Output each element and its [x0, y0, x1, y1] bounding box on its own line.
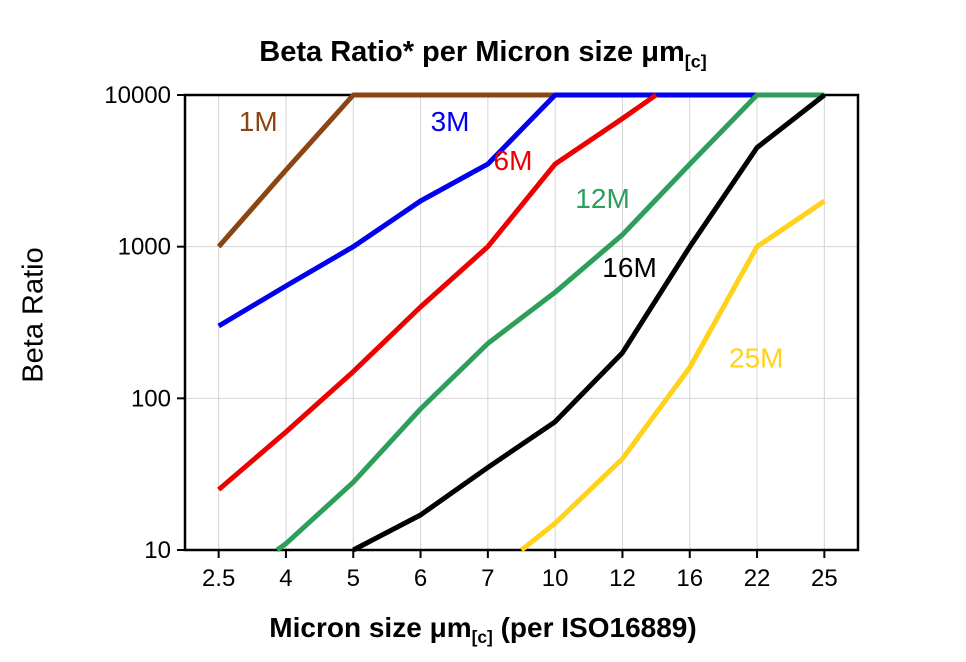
chart-title-subscript: [c] [684, 51, 707, 72]
x-axis-label-suffix: (per ISO16889) [492, 612, 697, 643]
y-tick-label: 10000 [104, 82, 171, 109]
x-tick-label: 6 [414, 565, 427, 592]
chart-title-mu: μm [641, 36, 685, 68]
series-line-16M [352, 93, 826, 553]
series-line-25M [519, 198, 826, 552]
series-label-6M: 6M [494, 145, 533, 176]
series-label-16M: 16M [602, 252, 656, 283]
y-tick-label: 1000 [118, 234, 171, 261]
series-line-6M [217, 92, 658, 492]
x-axis-label-prefix: Micron size [269, 612, 430, 643]
x-tick-label: 22 [744, 565, 771, 592]
chart-title: Beta Ratio* per Micron size μm[c] [0, 36, 966, 72]
x-tick-label: 4 [279, 565, 292, 592]
series-line-12M [275, 92, 825, 553]
x-axis-label: Micron size μm[c] (per ISO16889) [0, 612, 966, 648]
x-tick-label: 10 [542, 565, 569, 592]
series-line-1M [216, 92, 556, 249]
x-tick-label: 25 [811, 565, 838, 592]
y-tick-label: 10 [144, 537, 171, 564]
y-tick-label: 100 [131, 385, 171, 412]
series-line-3M [217, 92, 757, 329]
chart-title-text: Beta Ratio* per Micron size [259, 36, 642, 68]
x-axis-label-mu: μm [429, 612, 472, 643]
x-tick-label: 16 [676, 565, 703, 592]
x-tick-label: 2.5 [202, 565, 235, 592]
x-axis-label-subscript: [c] [471, 627, 493, 648]
series-label-12M: 12M [575, 183, 629, 214]
series-label-25M: 25M [729, 342, 783, 373]
x-tick-label: 12 [609, 565, 636, 592]
x-tick-label: 7 [481, 565, 494, 592]
x-tick-label: 5 [347, 565, 360, 592]
series-label-3M: 3M [431, 106, 470, 137]
series-label-1M: 1M [239, 106, 278, 137]
